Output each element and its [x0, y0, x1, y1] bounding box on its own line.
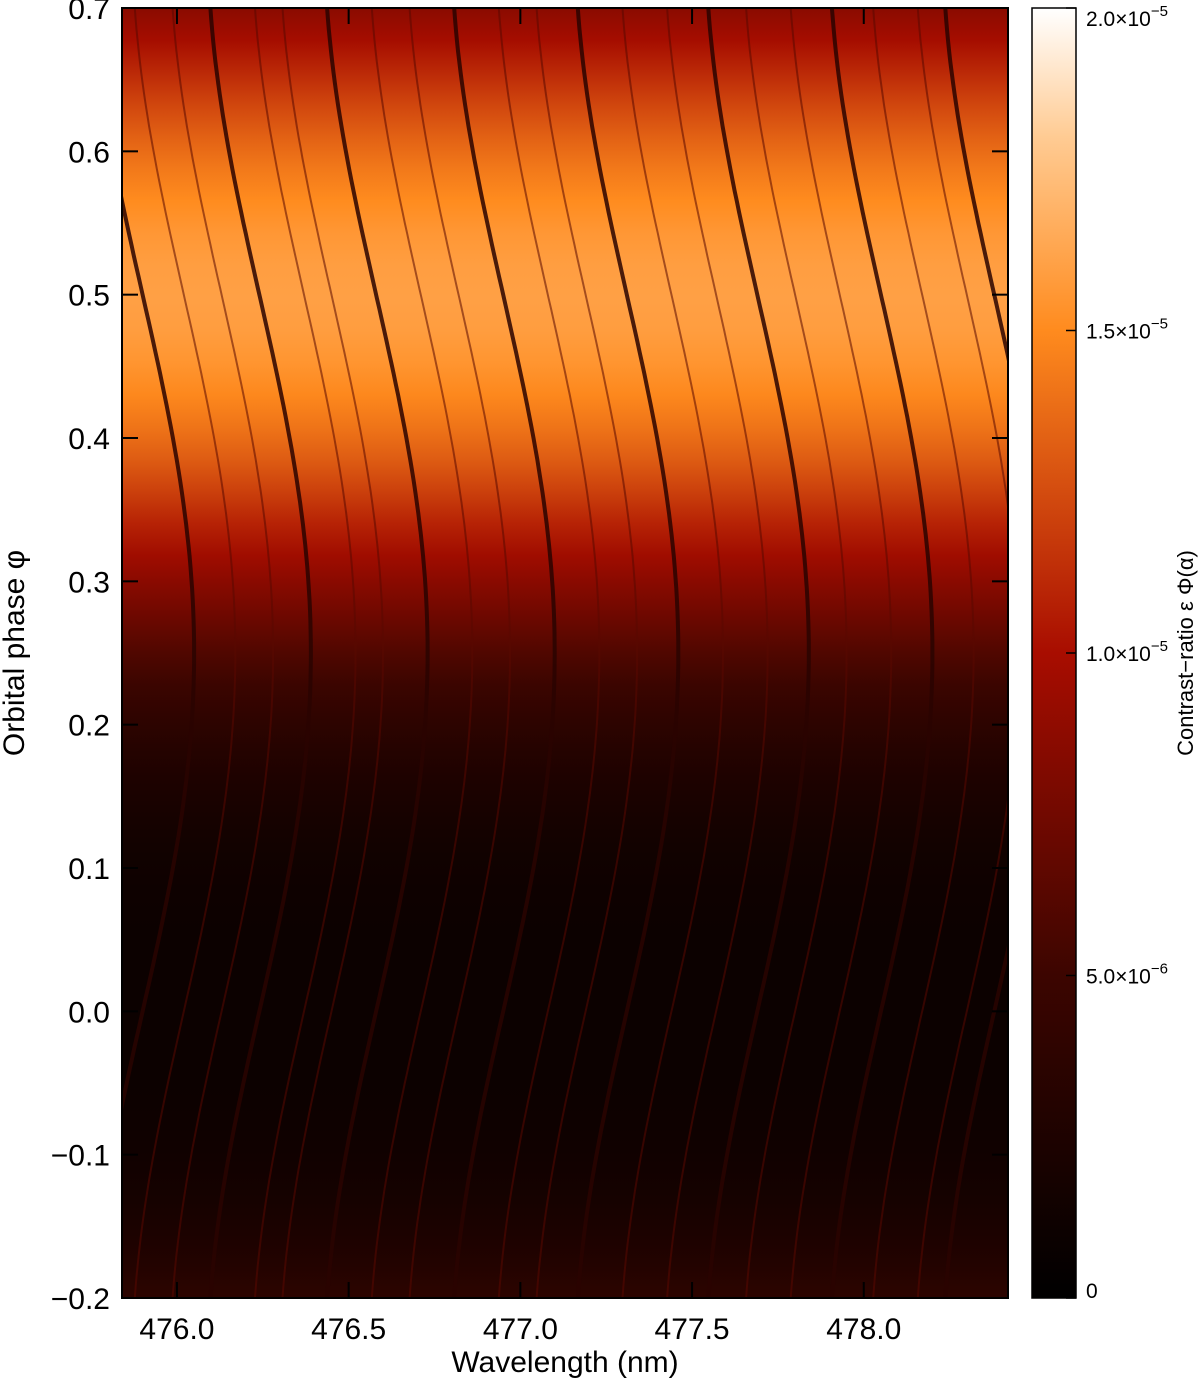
y-axis: −0.2 −0.1 0.0 0.1 0.2 0.3 0.4 0.5 0.6 0.7: [51, 0, 1008, 1316]
absorption-line: [171, 8, 275, 1298]
absorption-line: [943, 8, 1008, 1298]
absorption-line: [666, 8, 769, 1298]
x-axis: 476.0 476.5 477.0 477.5 478.0: [139, 8, 901, 1346]
absorption-line: [325, 8, 430, 1298]
x-tick-label: 478.0: [826, 1313, 901, 1346]
absorption-line: [916, 8, 1008, 1298]
colorbar-tick-label: 0: [1086, 1280, 1098, 1303]
y-tick-label: 0.4: [68, 423, 110, 456]
absorption-line: [621, 8, 725, 1298]
y-tick-label: 0.3: [68, 566, 110, 599]
absorption-line: [497, 8, 601, 1298]
x-tick-label: 477.5: [655, 1313, 730, 1346]
x-tick-label: 476.0: [139, 1313, 214, 1346]
x-tick-label: 477.0: [483, 1313, 558, 1346]
absorption-line: [254, 8, 357, 1298]
absorption-line: [370, 8, 474, 1298]
absorption-line: [872, 8, 975, 1298]
absorption-line: [208, 8, 313, 1298]
y-tick-label: −0.1: [51, 1140, 110, 1173]
absorption-line: [133, 8, 237, 1298]
y-tick-label: 0.5: [68, 280, 110, 313]
absorption-line: [575, 8, 681, 1298]
colorbar: 0 5.0×10−6 1.0×10−5 1.5×10−5 2.0×10−5 Contra…: [1031, 3, 1198, 1303]
absorption-line: [829, 8, 935, 1298]
absorption-line: [281, 8, 385, 1298]
colorbar-tick-label: 1.5×10−5: [1086, 316, 1168, 344]
absorption-line: [706, 8, 811, 1298]
absorption-line: [535, 8, 639, 1298]
y-axis-label: Orbital phase φ: [0, 550, 31, 756]
y-tick-label: 0.2: [68, 710, 110, 743]
colorbar-ticks: 0 5.0×10−6 1.0×10−5 1.5×10−5 2.0×10−5: [1066, 3, 1168, 1303]
heatmap-background: [122, 8, 1008, 1298]
absorption-line: [789, 8, 893, 1298]
absorption-line: [122, 191, 197, 1116]
colorbar-label: Contrast−ratio ε Φ(α): [1173, 550, 1198, 756]
y-tick-label: −0.2: [51, 1283, 110, 1316]
absorption-line: [745, 8, 848, 1298]
y-tick-label: 0.0: [68, 996, 110, 1029]
absorption-lines: [122, 8, 1008, 1298]
y-tick-label: 0.1: [68, 853, 110, 886]
plot-area: [122, 8, 1008, 1298]
plot-frame: [121, 7, 1009, 1299]
y-tick-label: 0.7: [68, 0, 110, 26]
y-tick-label: 0.6: [68, 136, 110, 169]
colorbar-tick-label: 1.0×10−5: [1086, 638, 1168, 666]
colorbar-tick-label: 5.0×10−6: [1086, 961, 1168, 989]
x-axis-label: Wavelength (nm): [451, 1346, 678, 1379]
x-tick-label: 476.5: [311, 1313, 386, 1346]
colorbar-tick-label: 2.0×10−5: [1086, 3, 1168, 31]
absorption-line: [408, 8, 512, 1298]
absorption-line: [452, 8, 557, 1298]
